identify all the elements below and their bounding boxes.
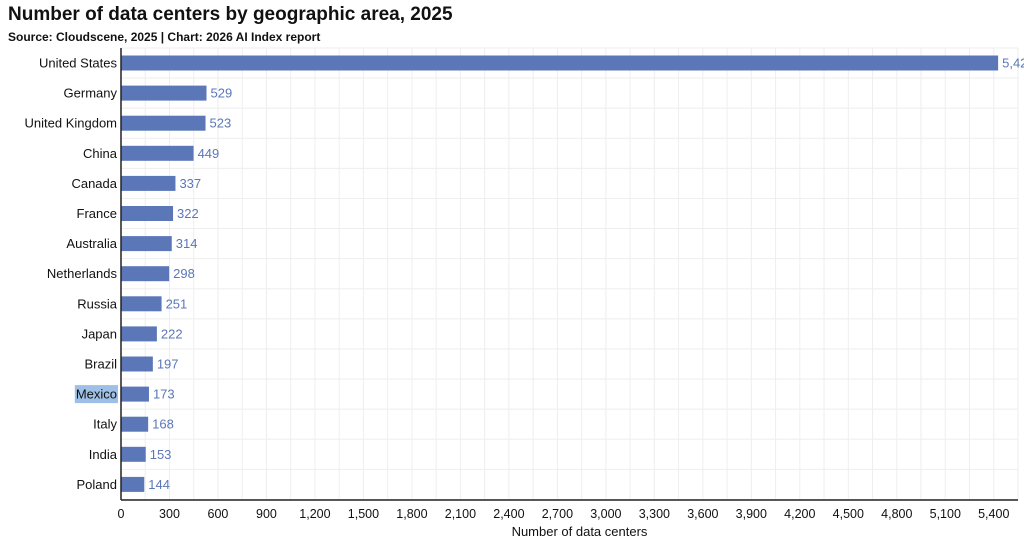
bar-value-label: 337 bbox=[179, 176, 201, 191]
bar-value-label: 222 bbox=[161, 326, 183, 341]
x-tick-label: 1,800 bbox=[396, 507, 427, 521]
x-tick-label: 4,500 bbox=[833, 507, 864, 521]
category-label: Germany bbox=[64, 86, 118, 101]
grid-layer bbox=[121, 47, 1019, 500]
bar-value-label: 168 bbox=[152, 417, 174, 432]
bar-layer bbox=[121, 55, 999, 492]
x-tick-label: 1,500 bbox=[348, 507, 379, 521]
category-label: China bbox=[83, 146, 118, 161]
bar bbox=[121, 416, 149, 432]
category-label: France bbox=[77, 206, 117, 221]
bar-value-label: 314 bbox=[176, 236, 198, 251]
category-label: India bbox=[89, 447, 118, 462]
x-tick-label: 2,400 bbox=[493, 507, 524, 521]
x-tick-label: 2,700 bbox=[542, 507, 573, 521]
chart-subtitle: Source: Cloudscene, 2025 | Chart: 2026 A… bbox=[8, 30, 321, 44]
x-tick-label: 0 bbox=[118, 507, 125, 521]
x-tick-label: 3,600 bbox=[687, 507, 718, 521]
x-tick-label: 1,200 bbox=[299, 507, 330, 521]
bar-value-label: 173 bbox=[153, 387, 175, 402]
bar bbox=[121, 175, 176, 191]
bar bbox=[121, 236, 172, 252]
bar bbox=[121, 446, 146, 462]
x-tick-label: 4,800 bbox=[881, 507, 912, 521]
bar-value-label: 153 bbox=[150, 447, 172, 462]
bar bbox=[121, 145, 194, 161]
bar-value-label: 449 bbox=[198, 146, 220, 161]
category-label: Brazil bbox=[84, 357, 117, 372]
bar-value-label: 298 bbox=[173, 266, 195, 281]
bar bbox=[121, 115, 206, 131]
bar-value-label: 529 bbox=[210, 86, 232, 101]
x-tick-label: 5,100 bbox=[930, 507, 961, 521]
chart-title: Number of data centers by geographic are… bbox=[8, 4, 453, 25]
x-tick-label: 4,200 bbox=[784, 507, 815, 521]
category-label: United States bbox=[39, 56, 118, 71]
category-label: Netherlands bbox=[47, 266, 118, 281]
axis-layer: 0 300 600 900 1,200 1,500 1,800 2,100 2,400 2,700… bbox=[118, 48, 1018, 539]
bar bbox=[121, 356, 153, 372]
bar bbox=[121, 326, 157, 342]
highlight-layer bbox=[74, 385, 118, 404]
x-tick-label: 600 bbox=[208, 507, 229, 521]
bar bbox=[121, 476, 145, 492]
bar bbox=[121, 386, 149, 402]
bar bbox=[121, 206, 174, 221]
bar-value-label: 251 bbox=[166, 296, 188, 311]
category-highlight bbox=[74, 385, 118, 404]
category-label: United Kingdom bbox=[25, 116, 118, 131]
category-label: Mexico bbox=[76, 387, 117, 402]
x-tick-label: 2,100 bbox=[445, 507, 476, 521]
bar-value-label: 523 bbox=[210, 116, 232, 131]
category-label: Poland bbox=[77, 477, 117, 492]
bar bbox=[121, 296, 162, 312]
x-tick-label: 5,400 bbox=[978, 507, 1009, 521]
category-label: Russia bbox=[77, 296, 118, 311]
bar-value-label: 144 bbox=[148, 477, 170, 492]
x-axis-title: Number of data centers bbox=[512, 524, 648, 539]
bar-value-label: 5,427 bbox=[1002, 56, 1024, 71]
bar bbox=[121, 55, 999, 71]
bar bbox=[121, 85, 207, 101]
bar bbox=[121, 266, 170, 282]
category-label: Japan bbox=[82, 326, 117, 341]
category-label: Australia bbox=[66, 236, 117, 251]
bar-value-label: 197 bbox=[157, 357, 179, 372]
x-tick-label: 900 bbox=[256, 507, 277, 521]
label-layer: 5,427 United States 529 Germany 523 United Ki… bbox=[25, 56, 1024, 492]
x-tick-label: 3,000 bbox=[590, 507, 621, 521]
bar-value-label: 322 bbox=[177, 206, 199, 221]
category-label: Canada bbox=[71, 176, 117, 191]
category-label: Italy bbox=[93, 417, 117, 432]
x-tick-label: 3,900 bbox=[736, 507, 767, 521]
x-tick-label: 3,300 bbox=[639, 507, 670, 521]
x-tick-label: 300 bbox=[159, 507, 180, 521]
